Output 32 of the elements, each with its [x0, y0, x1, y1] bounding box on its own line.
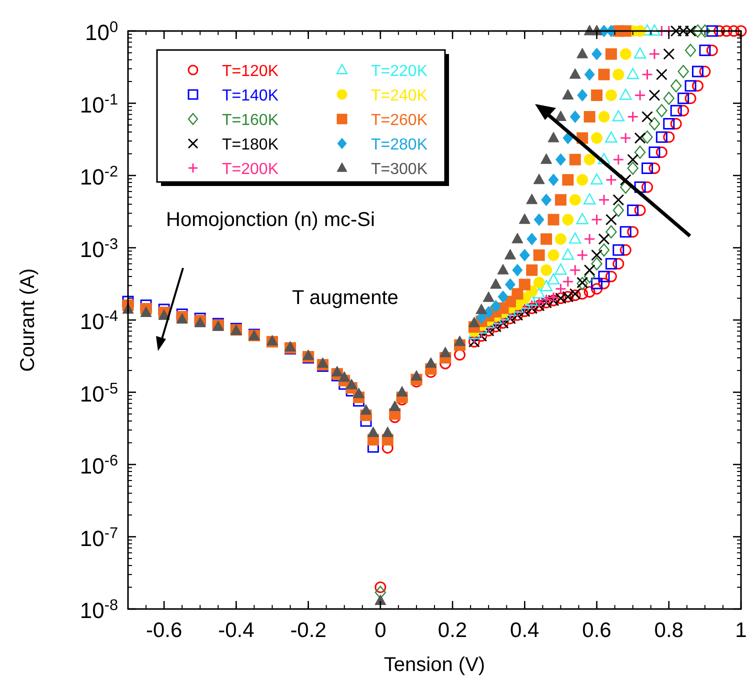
legend-label: T=200K — [222, 161, 279, 178]
x-tick-label: 0.8 — [654, 619, 684, 642]
y-tick-label: 10$^{-6}$ — [80, 452, 118, 478]
legend-label: T=120K — [222, 63, 279, 80]
x-tick-label: -0.2 — [290, 619, 326, 642]
x-tick-label: 0.6 — [582, 619, 612, 642]
y-tick-label: 10$^{-1}$ — [80, 90, 118, 118]
y-tick-label: 10$^{-7}$ — [80, 524, 118, 551]
legend-label: T=220K — [371, 63, 428, 80]
legend-label: T=300K — [371, 161, 428, 178]
x-axis-title: Tension (V) — [384, 654, 486, 676]
y-tick-label: 10$^{-4}$ — [80, 308, 118, 334]
annotation: T augmente — [292, 287, 398, 309]
x-tick-label: 1 — [735, 619, 747, 642]
legend-label: T=240K — [371, 88, 428, 104]
x-tick-label: 0.2 — [438, 619, 468, 642]
legend-label: T=180K — [222, 136, 279, 154]
y-tick-label: 10$^{0}$ — [84, 18, 118, 45]
x-tick-label: 0 — [374, 619, 386, 642]
y-tick-label: 10$^{-3}$ — [80, 235, 118, 262]
legend-label: T=280K — [371, 136, 428, 154]
legend-label: T=260K — [371, 112, 428, 129]
x-tick-label: -0.6 — [146, 619, 182, 642]
annotation: Homojonction (n) mc-Si — [166, 209, 375, 231]
x-tick-label: -0.4 — [218, 619, 255, 642]
y-tick-label: 10$^{-8}$ — [80, 596, 118, 623]
x-tick-label: 0.4 — [510, 619, 540, 642]
legend-label: T=160K — [222, 112, 279, 129]
y-axis-title: Courant (A) — [17, 268, 39, 372]
legend-label: T=140K — [222, 88, 279, 104]
y-tick-label: 10$^{-2}$ — [80, 163, 118, 190]
y-tick-label: 10$^{-5}$ — [80, 380, 118, 406]
